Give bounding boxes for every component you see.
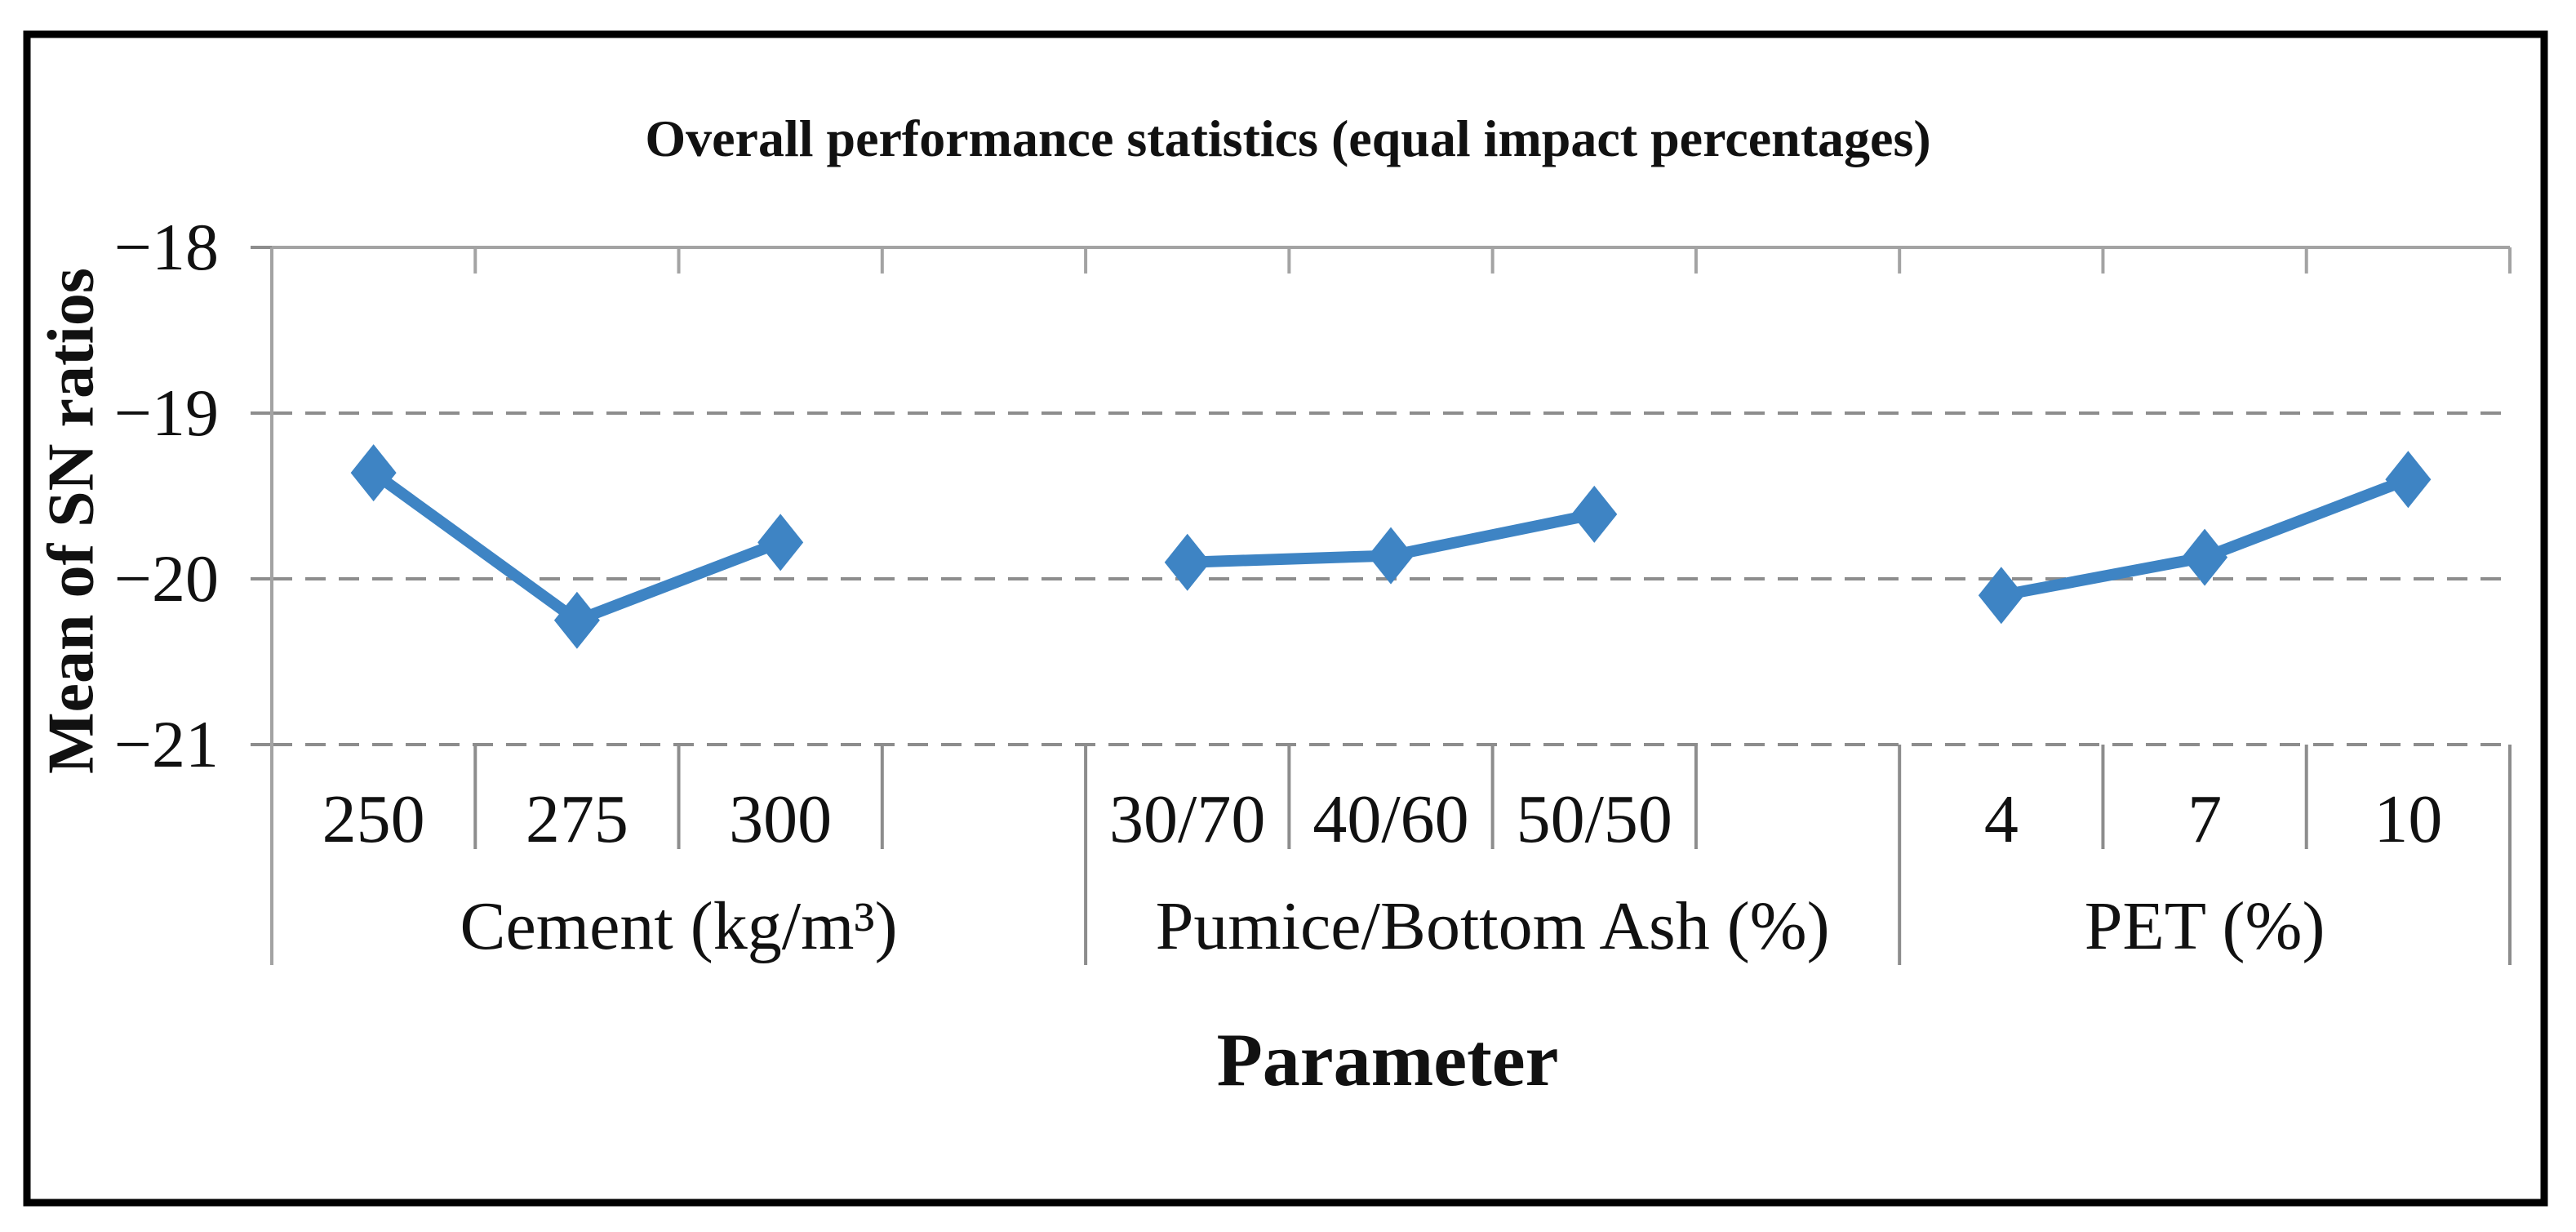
category-label: 275 <box>525 781 628 857</box>
chart-title: Overall performance statistics (equal im… <box>645 109 1931 167</box>
category-label: 30/70 <box>1109 781 1266 857</box>
category-label: 300 <box>729 781 833 857</box>
y-tick-label: −18 <box>113 210 219 284</box>
panel-label: Cement (kg/m³) <box>460 888 898 964</box>
category-label: 50/50 <box>1516 781 1672 857</box>
y-tick-label: −20 <box>113 541 219 616</box>
x-axis-title: Parameter <box>1216 1018 1559 1101</box>
panel-label: Pumice/Bottom Ash (%) <box>1155 888 1830 964</box>
y-axis-title: Mean of SN ratios <box>35 268 108 774</box>
y-tick-label: −21 <box>113 707 219 781</box>
category-label: 40/60 <box>1312 781 1469 857</box>
category-label: 10 <box>2374 781 2443 857</box>
y-tick-label: −19 <box>113 376 219 450</box>
category-label: 250 <box>322 781 425 857</box>
category-label: 4 <box>1983 781 2019 857</box>
category-label: 7 <box>2187 781 2223 857</box>
panel-label: PET (%) <box>2084 888 2325 964</box>
